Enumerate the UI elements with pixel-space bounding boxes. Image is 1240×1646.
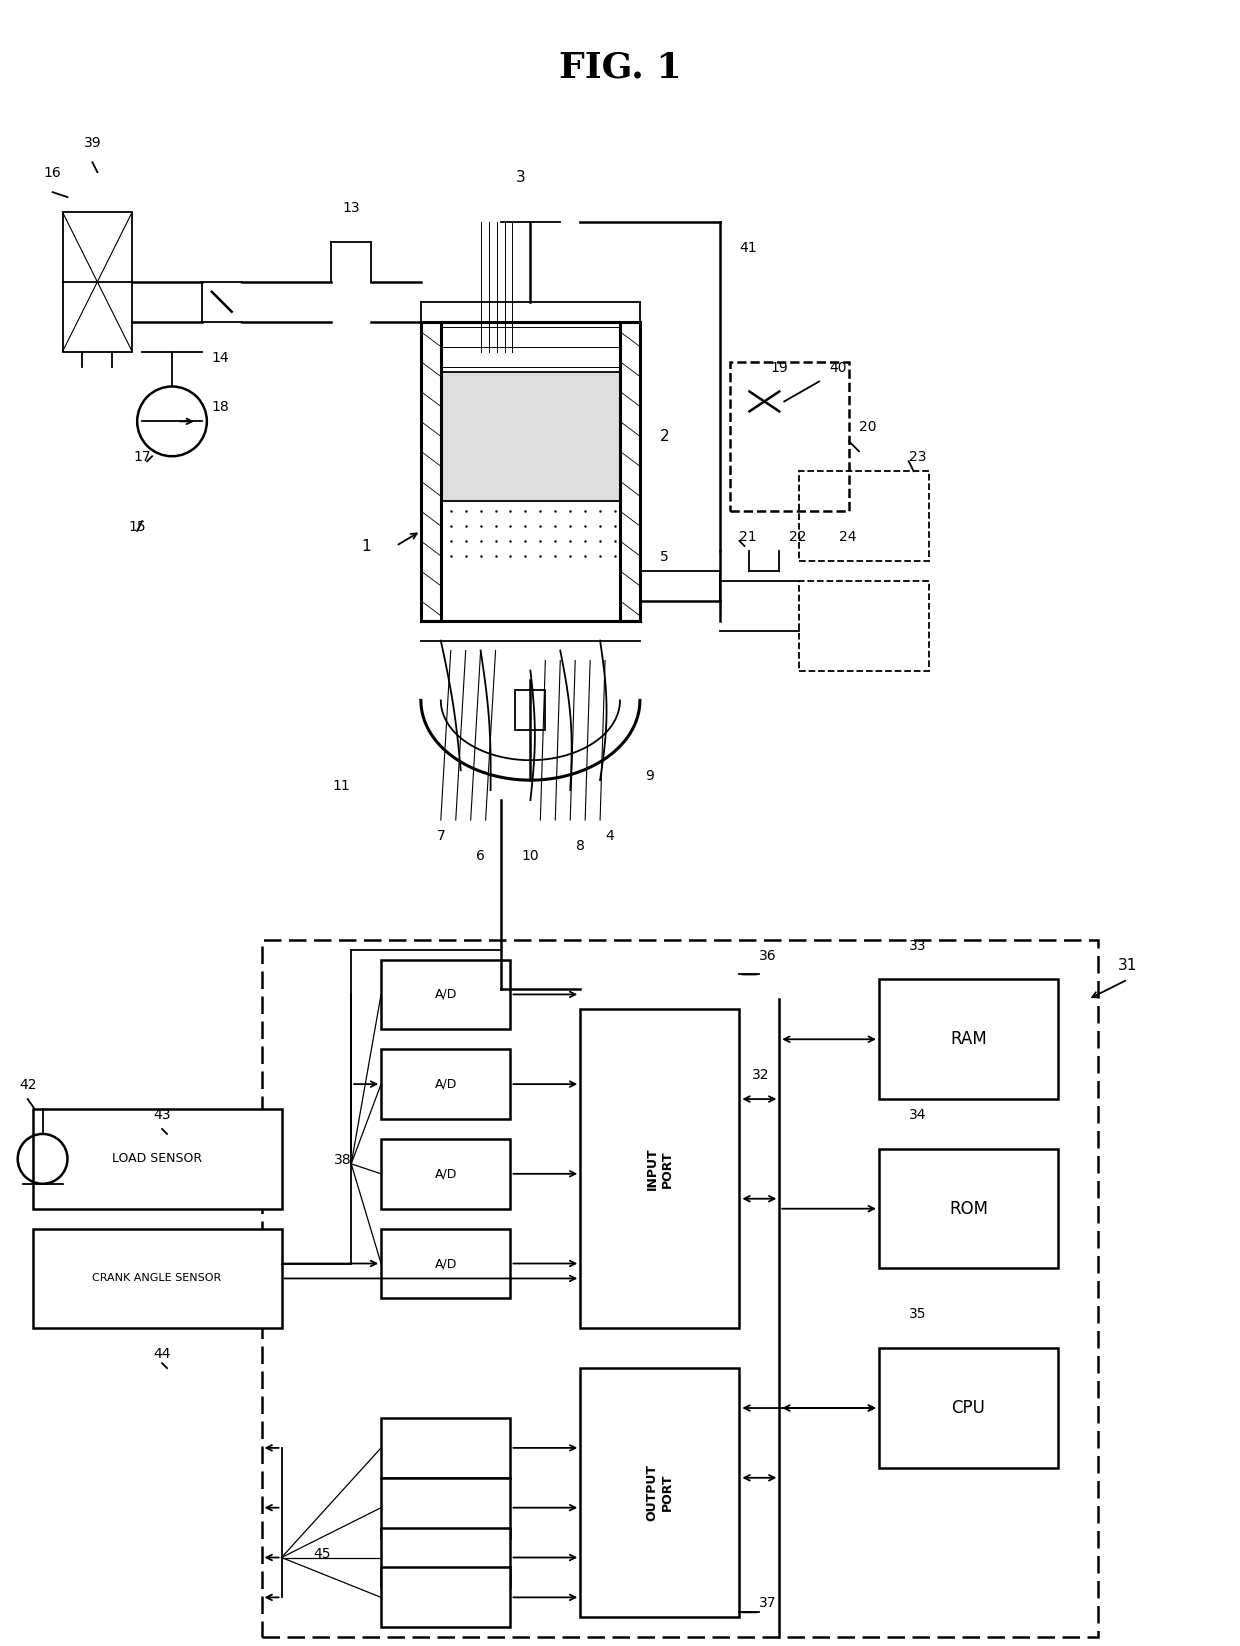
Text: 15: 15 — [129, 520, 146, 533]
Bar — [262, 940, 1097, 1638]
Text: 37: 37 — [759, 1597, 777, 1610]
Text: 3: 3 — [516, 170, 526, 184]
Bar — [800, 471, 929, 561]
Text: 17: 17 — [134, 451, 151, 464]
Bar — [381, 1049, 511, 1119]
Text: 4: 4 — [605, 830, 614, 843]
Text: 22: 22 — [789, 530, 807, 543]
Text: A/D: A/D — [434, 1167, 458, 1180]
Text: 9: 9 — [646, 769, 655, 783]
Bar — [381, 960, 511, 1029]
Text: 32: 32 — [751, 1068, 769, 1081]
Bar — [62, 212, 133, 352]
Text: RAM: RAM — [950, 1030, 987, 1049]
Bar — [440, 372, 620, 500]
Text: INPUT
PORT: INPUT PORT — [646, 1147, 673, 1190]
Bar — [381, 1478, 511, 1537]
Text: CPU: CPU — [951, 1399, 986, 1417]
Bar — [580, 1368, 739, 1618]
Text: 45: 45 — [314, 1547, 331, 1560]
Text: 11: 11 — [332, 779, 350, 793]
Text: 42: 42 — [19, 1078, 36, 1091]
Bar — [381, 1228, 511, 1299]
Text: 1: 1 — [362, 538, 371, 555]
Text: 34: 34 — [909, 1108, 926, 1123]
Text: 38: 38 — [334, 1152, 351, 1167]
Text: 36: 36 — [759, 948, 777, 963]
Text: 13: 13 — [342, 201, 360, 216]
Text: 6: 6 — [476, 849, 485, 863]
Text: 43: 43 — [154, 1108, 171, 1123]
Text: 35: 35 — [909, 1307, 926, 1322]
Bar — [516, 690, 546, 731]
Text: ROM: ROM — [949, 1200, 988, 1218]
Text: 5: 5 — [660, 550, 668, 565]
Text: 23: 23 — [909, 451, 926, 464]
Text: LOAD SENSOR: LOAD SENSOR — [112, 1152, 202, 1165]
Bar — [879, 979, 1058, 1100]
Text: 39: 39 — [83, 137, 102, 150]
Text: 10: 10 — [522, 849, 539, 863]
Bar — [381, 1567, 511, 1628]
Text: 16: 16 — [43, 166, 62, 179]
Bar — [729, 362, 849, 510]
Text: 21: 21 — [739, 530, 758, 543]
Text: A/D: A/D — [434, 1078, 458, 1091]
Text: A/D: A/D — [434, 1258, 458, 1271]
Text: 14: 14 — [212, 351, 229, 364]
Bar — [800, 581, 929, 670]
Text: 19: 19 — [770, 360, 789, 375]
Bar — [381, 1417, 511, 1478]
Text: A/D: A/D — [434, 988, 458, 1001]
Bar — [381, 1527, 511, 1587]
Bar — [381, 1139, 511, 1208]
Text: 44: 44 — [154, 1346, 171, 1361]
Bar — [32, 1228, 281, 1328]
Text: FIG. 1: FIG. 1 — [559, 51, 681, 84]
Text: 31: 31 — [1117, 958, 1137, 973]
Text: OUTPUT
PORT: OUTPUT PORT — [646, 1465, 673, 1521]
Bar — [879, 1348, 1058, 1468]
Text: 41: 41 — [739, 240, 758, 255]
Text: 18: 18 — [212, 400, 229, 415]
Text: 24: 24 — [839, 530, 857, 543]
Bar — [879, 1149, 1058, 1269]
Text: 2: 2 — [660, 430, 670, 444]
Bar — [580, 1009, 739, 1328]
Text: 40: 40 — [830, 360, 847, 375]
Text: CRANK ANGLE SENSOR: CRANK ANGLE SENSOR — [93, 1274, 222, 1284]
Text: 8: 8 — [575, 839, 584, 853]
Bar — [32, 1109, 281, 1208]
Text: 7: 7 — [436, 830, 445, 843]
Text: 20: 20 — [859, 420, 877, 435]
Text: 33: 33 — [909, 938, 926, 953]
